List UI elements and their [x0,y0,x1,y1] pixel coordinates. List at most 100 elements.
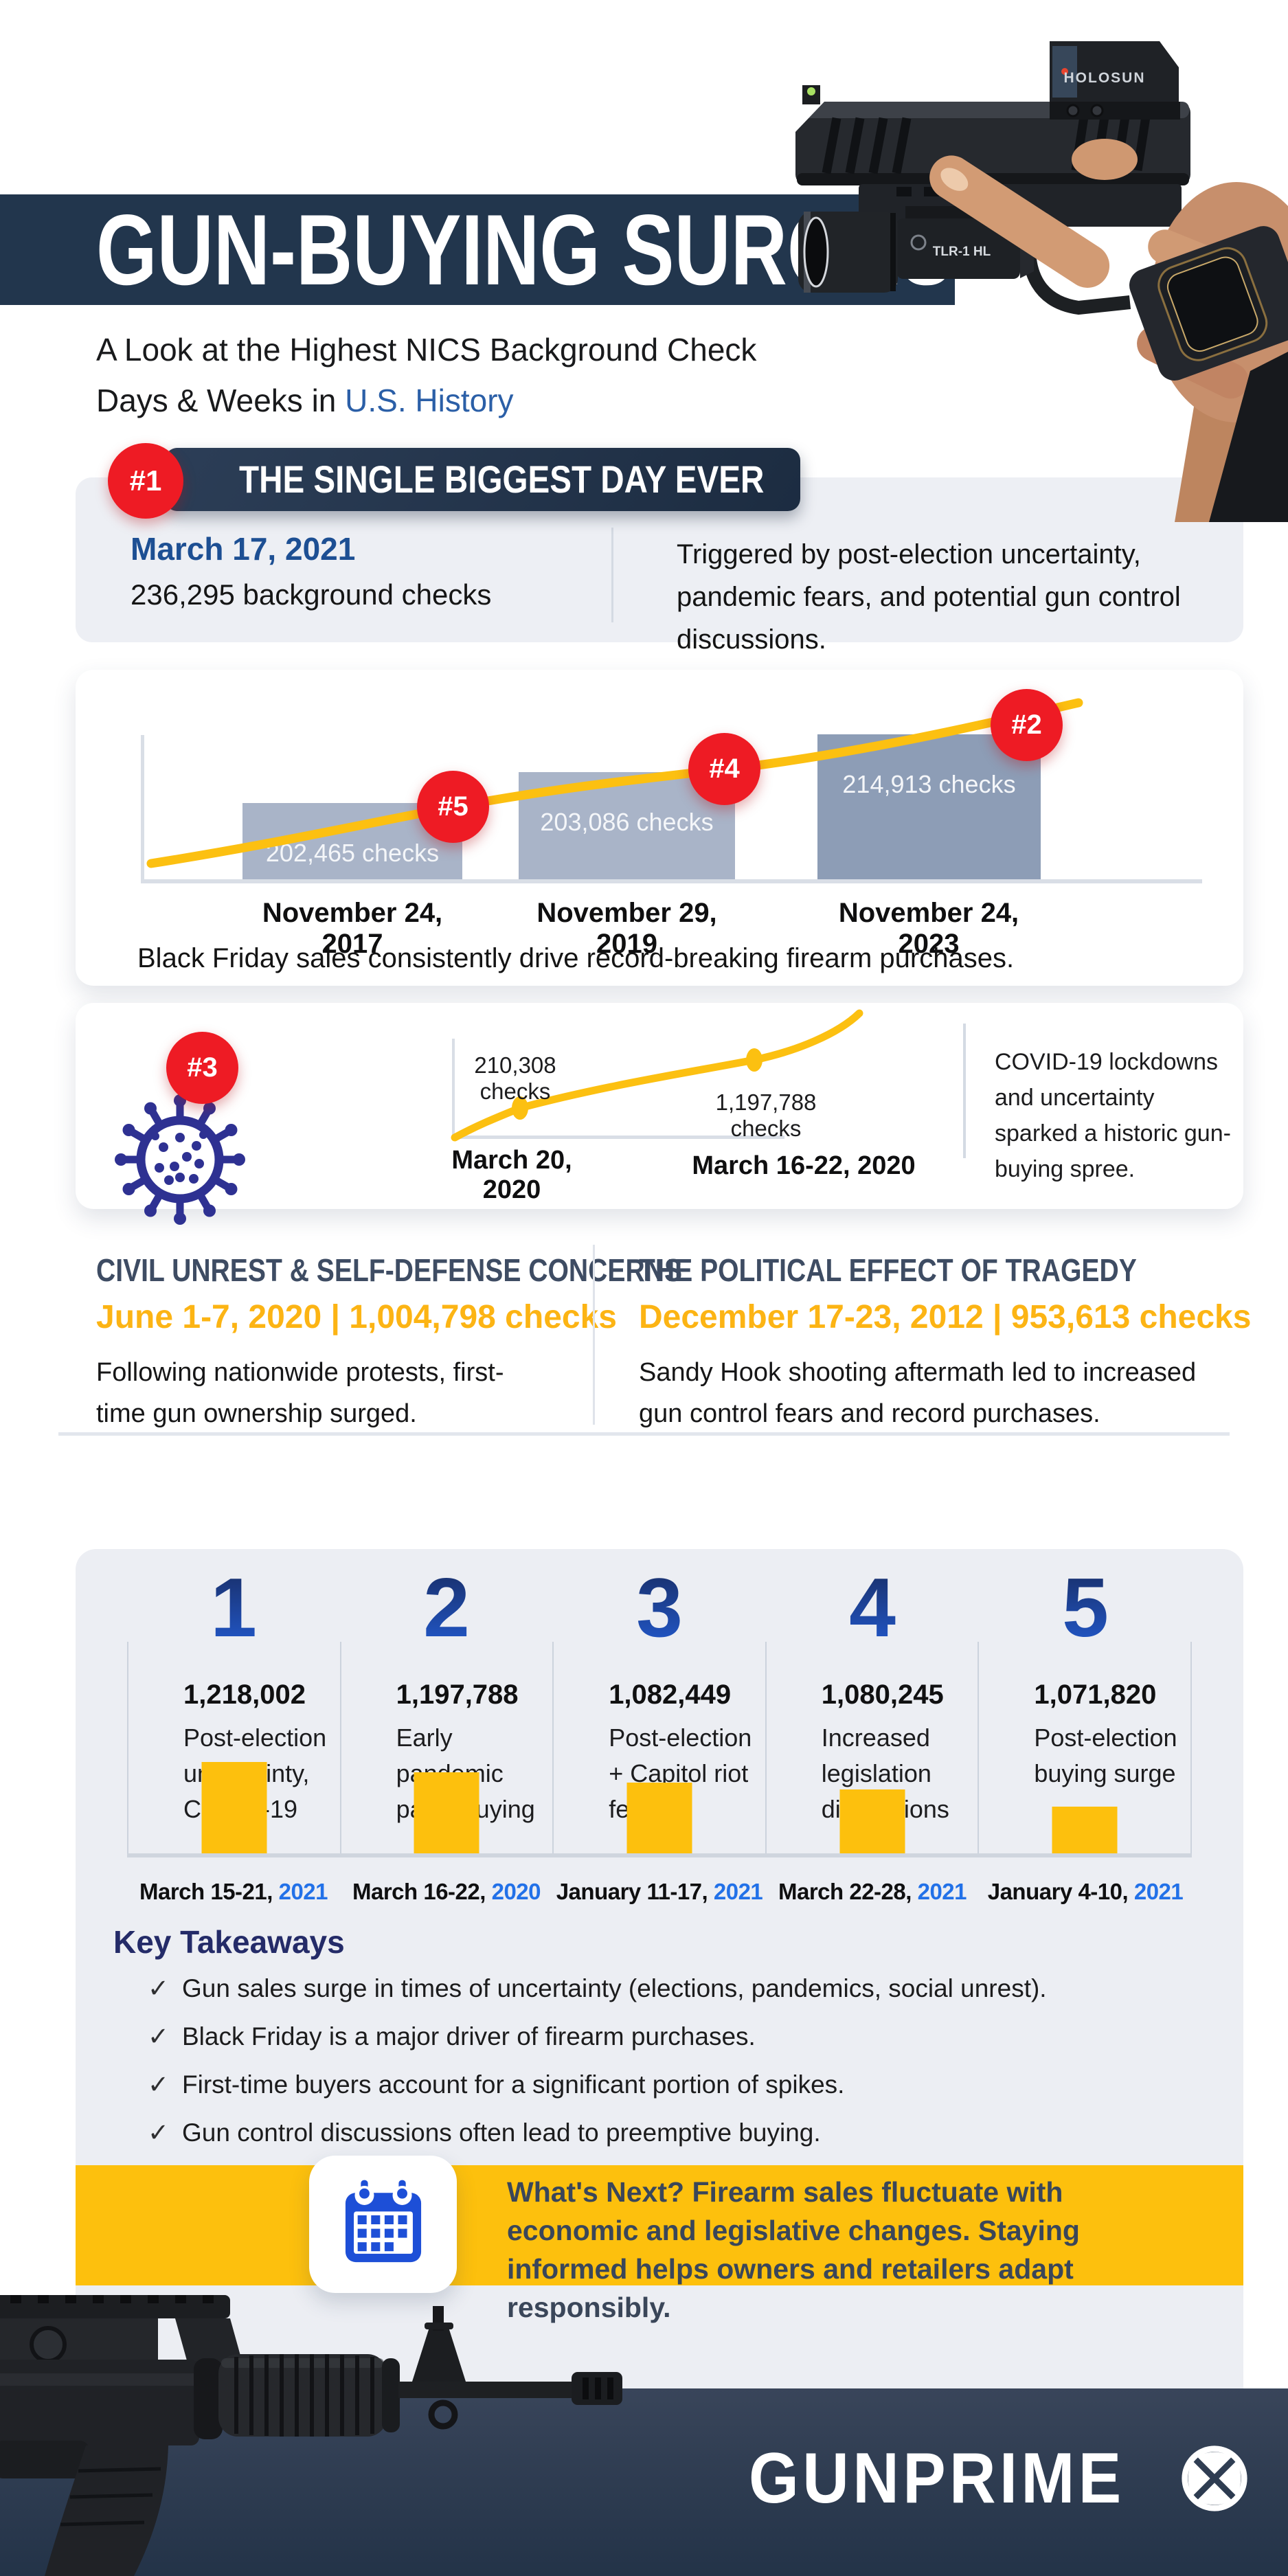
description: Post-election buying surge [1034,1724,1177,1787]
value: 1,218,002 [183,1680,306,1710]
light-brand-label: TLR-1 HL [933,245,991,259]
point1-label: 210,308 checks [474,1052,556,1104]
top5-dates-row: March 15-21, 2021 March 16-22, 2020 Janu… [127,1879,1192,1905]
rank-3-badge: #3 [166,1032,238,1104]
event-civil-unrest-description: Following nationwide protests, first-tim… [96,1358,504,1428]
value: 1,197,788 [396,1680,519,1710]
date-2: March 16-22, 2020 [352,1879,541,1904]
event-tragedy-stat: December 17-23, 2012 | 953,613 checks [639,1299,1252,1335]
year-3: 2021 [713,1879,763,1904]
event-tragedy-description: Sandy Hook shooting aftermath led to inc… [639,1358,1197,1428]
divider [611,528,613,622]
y-axis [452,1039,455,1138]
check-icon: ✓ [148,1974,170,2002]
rank-number-3: 3 [553,1559,766,1654]
single-day-title-pill: THE SINGLE BIGGEST DAY EVER [165,448,800,511]
date-3: January 11-17, 2021 [556,1879,763,1904]
rifle-receiver [0,2358,223,2445]
date-5: January 4-10, 2021 [987,1879,1184,1904]
date-1: March 15-21, 2021 [139,1879,328,1904]
date-4: March 22-28, 2021 [778,1879,967,1904]
brand-logo: GUNPRIME [749,2437,1253,2520]
year-4: 2021 [917,1879,967,1904]
check-icon: ✓ [148,2070,170,2099]
column-divider [593,1245,595,1425]
takeaway-item-1: ✓ Gun sales surge in times of uncertainty… [148,1974,1047,2002]
event-tragedy-title: THE POLITICAL EFFECT OF TRAGEDY [639,1252,1137,1288]
brand-name: GUNPRIME [749,2438,1125,2518]
bar [414,1772,479,1855]
single-day-description: Triggered by post-election uncertainty, … [677,539,1181,655]
front-sight-icon [802,85,820,104]
point2-label: 1,197,788 checks [715,1089,817,1141]
rank-number-2: 2 [340,1559,553,1654]
x-axis [452,1136,784,1139]
red-dot-sight: HOLOSUN [1050,41,1180,120]
top5-column-2: 1,197,788 Early pandemic panic buying [339,1642,553,1855]
rank-number-4: 4 [766,1559,979,1654]
rifle-magazine [0,2441,168,2576]
bar [1052,1807,1118,1855]
top5-columns: 1,218,002 Post-election uncertainty, COV… [127,1642,1192,1855]
smartwatch [1129,226,1288,381]
takeaway-item-3: ✓ First-time buyers account for a signifi… [148,2070,845,2099]
rank-2-badge: #2 [991,689,1063,761]
rank-4-badge: #4 [688,733,760,805]
whats-next-banner [76,2165,1243,2285]
divider [963,1024,966,1158]
pandemic-description: COVID-19 lockdowns and uncertainty spark… [995,1049,1231,1182]
top5-column-3: 1,082,449 Post-election + Capitol riot f… [552,1642,765,1855]
takeaway-item-2: ✓ Black Friday is a major driver of firea… [148,2022,756,2050]
check-icon: ✓ [148,2119,170,2147]
subtitle-line2-prefix: Days & Weeks in [96,383,346,418]
title-band [0,194,955,305]
single-day-date: March 17, 2021 [131,531,356,567]
sight-brand-label: HOLOSUN [1064,70,1146,86]
calendar-icon-card [309,2156,457,2293]
check-icon: ✓ [148,2022,170,2050]
year-1: 2021 [278,1879,328,1904]
y-axis [141,735,144,881]
rank-1-badge: #1 [108,443,183,519]
black-friday-caption: Black Friday sales consistently drive re… [137,943,1015,973]
rifle-handguard [218,2354,400,2437]
brand-emblem-icon [1182,2445,1248,2511]
top5-column-5: 1,071,820 Post-election buying surge [978,1642,1192,1855]
top5-column-4: 1,080,245 Increased legislation discussi… [765,1642,978,1855]
bars-baseline [127,1853,1192,1857]
top5-column-1: 1,218,002 Post-election uncertainty, COV… [127,1642,340,1855]
event-civil-unrest-title: CIVIL UNREST & SELF-DEFENSE CONCERNS [96,1252,683,1288]
bar-2019-label: 203,086 checks [540,808,714,836]
top5-title: THE TOP 5 HIGHEST WEEKS FOR NICS BACKGRO… [88,1471,1288,1522]
rank-5-badge: #5 [417,771,489,843]
page-title-line1-text: AMERICA'S BIGGEST [88,95,839,196]
whats-next-text: What's Next? Firearm sales fluctuate wit… [507,2176,1080,2323]
subtitle-highlight: U.S. History [345,383,514,418]
bar [201,1762,267,1855]
calendar-icon [345,2180,421,2263]
rifle-barrel [398,2306,622,2430]
rank-number-1: 1 [127,1559,340,1654]
rank-number-5: 5 [979,1559,1192,1654]
x-axis [141,879,1202,883]
bar [626,1783,692,1855]
value: 1,082,449 [609,1680,732,1710]
bar-2023-date: November 24, 2023 [838,898,1019,959]
subtitle-line2: Days & Weeks in U.S. History [96,375,756,426]
bar-2017-date: November 24, 2017 [262,898,443,959]
takeaway-item-4: ✓ Gun control discussions often lead to p… [148,2119,821,2147]
bar-2023: 214,913 checks [817,734,1041,879]
value: 1,080,245 [821,1680,944,1710]
point2-date: March 16-22, 2020 [692,1151,916,1180]
subtitle-line1: A Look at the Highest NICS Background Ch… [96,332,757,368]
weapon-light: TLR-1 HL [798,206,1034,293]
rank-numbers-row: 1 2 3 4 5 [127,1559,1192,1654]
rifle-photo [0,2295,622,2576]
virus-icon [115,1094,245,1225]
bar-2019-date: November 29, 2019 [536,898,717,959]
section-divider [58,1432,1230,1436]
bar-2023-label: 214,913 checks [842,770,1016,798]
year-2: 2020 [491,1879,541,1904]
pistol-photo: HOLOSUN TLR-1 HL [795,41,1288,522]
